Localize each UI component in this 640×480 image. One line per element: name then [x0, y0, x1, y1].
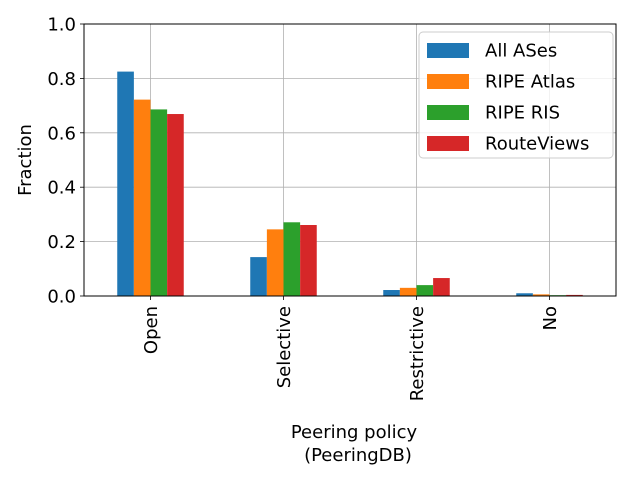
bar	[250, 257, 267, 296]
legend-swatch	[427, 74, 469, 89]
bar	[266, 229, 284, 296]
x-ticks: Open Selective Restrictive No	[141, 296, 561, 401]
legend-swatch	[427, 43, 469, 58]
bar	[300, 225, 317, 296]
y-tick-label: 0.8	[47, 69, 76, 90]
x-tick-label: Restrictive	[407, 306, 428, 401]
x-tick-label: Open	[141, 306, 162, 354]
bar	[150, 109, 168, 297]
bar	[283, 222, 301, 296]
x-axis-label-line-1: Peering policy	[291, 422, 418, 443]
x-tick-label: Selective	[274, 306, 295, 388]
bar	[133, 99, 151, 296]
y-tick-label: 0.0	[47, 287, 76, 308]
bar	[532, 294, 550, 296]
y-tick-label: 0.2	[47, 232, 76, 253]
bar	[117, 71, 134, 296]
legend-label: RIPE Atlas	[485, 72, 575, 93]
legend-swatch	[427, 136, 469, 151]
x-axis-label-line-2: (PeeringDB)	[304, 445, 412, 466]
legend-label: RIPE RIS	[485, 103, 560, 124]
bar	[516, 293, 533, 296]
bars	[117, 71, 583, 297]
bar	[167, 114, 184, 296]
y-tick-label: 0.4	[47, 178, 76, 199]
plot-frame	[83, 23, 617, 297]
y-tick-label: 0.6	[47, 123, 76, 144]
y-axis-label: Fraction	[15, 124, 36, 196]
bar	[566, 294, 583, 296]
bar	[416, 285, 434, 296]
legend-swatch	[427, 105, 469, 120]
bar	[399, 287, 417, 296]
legend-label: RouteViews	[485, 134, 589, 155]
legend-label: All ASes	[485, 41, 557, 62]
y-tick-label: 1.0	[47, 15, 76, 36]
bar	[433, 278, 450, 296]
x-tick-label: No	[540, 306, 561, 330]
legend-box	[418, 31, 614, 159]
bar	[383, 290, 400, 296]
y-ticks: 0.0 0.2 0.4 0.6 0.8 1.0	[47, 15, 84, 308]
legend: All ASes RIPE Atlas RIPE RIS RouteViews	[418, 31, 614, 159]
